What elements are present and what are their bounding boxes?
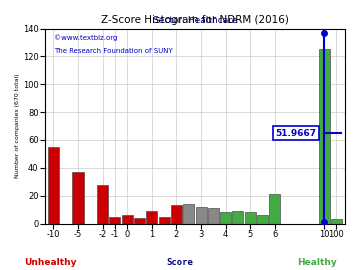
- Bar: [220, 212, 231, 224]
- Bar: [233, 211, 243, 224]
- Title: Z-Score Histogram for NDRM (2016): Z-Score Histogram for NDRM (2016): [101, 15, 289, 25]
- Bar: [171, 205, 182, 224]
- Bar: [183, 204, 194, 224]
- Text: Sector: Healthcare: Sector: Healthcare: [153, 16, 237, 25]
- Bar: [257, 215, 268, 224]
- Bar: [195, 207, 207, 224]
- Bar: [48, 147, 59, 224]
- Text: Unhealthy: Unhealthy: [24, 258, 77, 267]
- Bar: [72, 172, 84, 224]
- Bar: [245, 212, 256, 224]
- Text: 51.9667: 51.9667: [275, 129, 317, 137]
- Bar: [122, 215, 133, 224]
- Bar: [319, 49, 330, 224]
- Bar: [159, 217, 170, 224]
- Bar: [208, 208, 219, 224]
- Text: Score: Score: [167, 258, 193, 267]
- Text: The Research Foundation of SUNY: The Research Foundation of SUNY: [54, 48, 172, 54]
- Bar: [269, 194, 280, 224]
- Bar: [146, 211, 157, 224]
- Y-axis label: Number of companies (670 total): Number of companies (670 total): [15, 74, 20, 178]
- Text: ©www.textbiz.org: ©www.textbiz.org: [54, 34, 117, 41]
- Bar: [109, 217, 121, 224]
- Text: Healthy: Healthy: [297, 258, 337, 267]
- Bar: [134, 218, 145, 224]
- Bar: [331, 219, 342, 224]
- Bar: [97, 185, 108, 224]
